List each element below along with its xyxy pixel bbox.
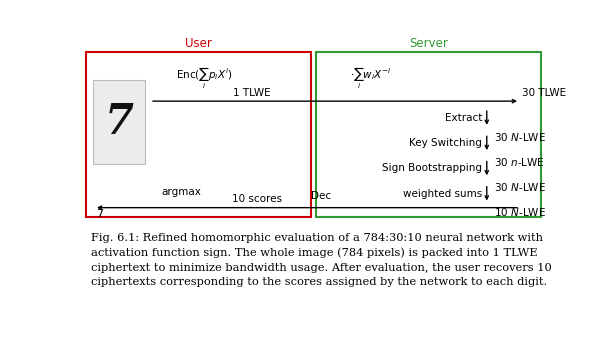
Text: 1 TLWE: 1 TLWE (233, 88, 271, 98)
Text: User: User (185, 37, 212, 50)
Text: argmax: argmax (161, 187, 201, 197)
Text: Dec: Dec (311, 191, 331, 201)
Text: 10 scores: 10 scores (232, 194, 282, 204)
Text: 10 $N$-LWE: 10 $N$-LWE (494, 206, 546, 218)
Text: Extract: Extract (445, 113, 482, 123)
Text: Key Switching: Key Switching (409, 138, 482, 148)
Text: 30 $N$-LWE: 30 $N$-LWE (494, 131, 546, 143)
Text: Server: Server (409, 37, 448, 50)
Text: weighted sums: weighted sums (403, 189, 482, 199)
Bar (93, 80, 145, 164)
Text: $\cdot\sum_i w_i X^{-i}$: $\cdot\sum_i w_i X^{-i}$ (350, 66, 391, 91)
Text: Sign Bootstrapping: Sign Bootstrapping (382, 163, 482, 173)
Bar (86, 52, 312, 217)
Text: 30 $N$-LWE: 30 $N$-LWE (494, 181, 546, 193)
Text: 7: 7 (95, 209, 103, 219)
Text: Enc($\sum_i p_i X^i$): Enc($\sum_i p_i X^i$) (176, 66, 233, 91)
Text: 30 TLWE: 30 TLWE (523, 88, 567, 98)
Text: 30 $n$-LWE: 30 $n$-LWE (494, 156, 545, 168)
Bar (316, 52, 542, 217)
Text: 7: 7 (105, 101, 133, 143)
Text: Fig. 6.1: Refined homomorphic evaluation of a 784:30:10 neural network with
acti: Fig. 6.1: Refined homomorphic evaluation… (91, 233, 551, 287)
